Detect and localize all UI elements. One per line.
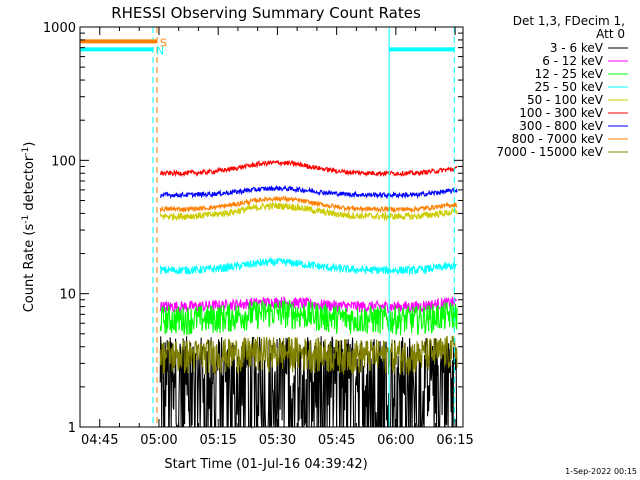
- y-axis-label-sup2: -1: [21, 147, 31, 156]
- series-line-5: [159, 200, 458, 222]
- legend-entry-label: 7000 - 15000 keV: [496, 145, 603, 159]
- axes-group: 04:45 05:00 05:15 05:30 05:45 06:00 06:15 1 10 10…: [43, 21, 474, 448]
- plot-data-group: SN: [79, 27, 458, 430]
- x-tick-label: 06:00: [377, 433, 414, 448]
- series-line-7: [159, 184, 458, 200]
- legend-entry-label: 3 - 6 keV: [550, 41, 604, 55]
- y-axis-label-sup1: -1: [21, 215, 31, 224]
- legend-entry-label: 800 - 7000 keV: [512, 132, 604, 146]
- flag-label-n: N: [156, 44, 164, 57]
- legend-header-line2: Att 0: [596, 27, 625, 41]
- y-axis-label: Count Rate (s-1 detector-1): [21, 142, 37, 313]
- x-tick-label: 06:15: [436, 433, 473, 448]
- legend-entry-label: 25 - 50 keV: [535, 80, 604, 94]
- y-axis-label-part1: Count Rate (s: [22, 224, 37, 313]
- legend-entry-label: 300 - 800 keV: [519, 119, 603, 133]
- flag-label-s: S: [160, 36, 167, 49]
- x-tick-label: 05:00: [140, 433, 177, 448]
- y-tick-label: 1: [68, 421, 76, 436]
- x-tick-label: 05:15: [199, 433, 236, 448]
- series-line-2: [159, 295, 458, 314]
- x-tick-label: 05:30: [259, 433, 296, 448]
- series-line-8: [159, 195, 458, 214]
- legend-header-line1: Det 1,3, FDecim 1,: [513, 14, 625, 28]
- y-tick-label: 100: [51, 154, 76, 169]
- chart-title: RHESSI Observing Summary Count Rates: [111, 4, 421, 22]
- series-line-9: [159, 335, 458, 375]
- series-line-4: [159, 257, 458, 276]
- timestamp: 1-Sep-2022 00:15: [565, 467, 637, 476]
- legend-entry-label: 12 - 25 keV: [535, 67, 604, 81]
- series-line-6: [159, 159, 458, 178]
- legend-entry-label: 6 - 12 keV: [542, 54, 604, 68]
- x-tick-label: 04:45: [81, 433, 118, 448]
- plot-frame: [79, 26, 464, 428]
- y-tick-label: 1000: [43, 21, 76, 36]
- legend-entry-label: 50 - 100 keV: [527, 93, 604, 107]
- y-axis-label-part3: ): [22, 142, 37, 147]
- series-line-1: [159, 336, 458, 430]
- legend-entry-label: 100 - 300 keV: [519, 106, 603, 120]
- x-axis-label: Start Time (01-Jul-16 04:39:42): [164, 457, 367, 472]
- x-tick-label: 05:45: [318, 433, 355, 448]
- series-line-3: [159, 299, 458, 336]
- y-axis-label-part2: detector: [22, 155, 37, 215]
- y-tick-label: 10: [59, 288, 76, 303]
